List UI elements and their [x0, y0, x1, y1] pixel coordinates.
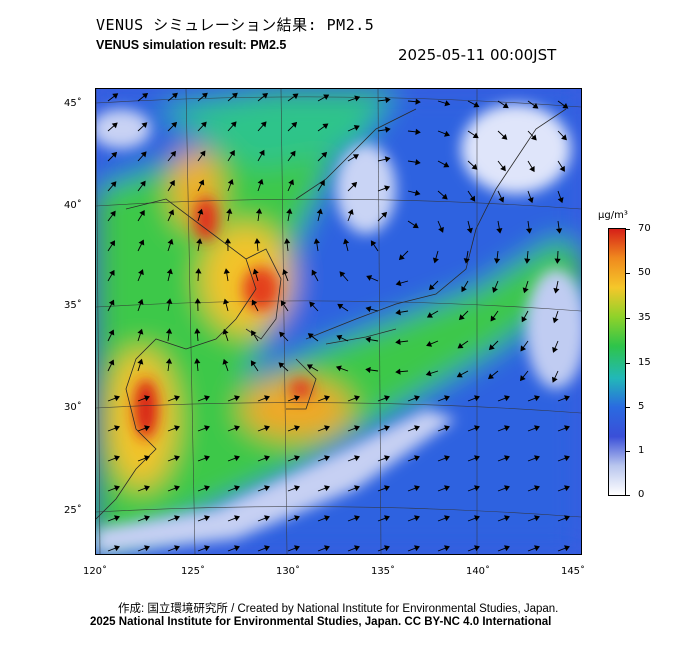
credit-line: 作成: 国立環境研究所 / Created by National Instit… — [118, 603, 559, 615]
colorbar-tick-15: 15 — [638, 357, 651, 368]
colorbar — [608, 228, 626, 496]
wind-vectors — [107, 92, 570, 552]
title-en: VENUS simulation result: PM2.5 — [96, 38, 287, 52]
colorbar-tick-0: 0 — [638, 489, 645, 500]
lat-label-25: 25˚ — [64, 505, 82, 516]
lon-label-125: 125˚ — [180, 566, 206, 577]
lon-label-135: 135˚ — [370, 566, 396, 577]
lat-label-45: 45˚ — [64, 98, 82, 109]
colorbar-tick-1: 1 — [638, 445, 645, 456]
timestamp: 2025-05-11 00:00JST — [398, 46, 557, 64]
lon-label-130: 130˚ — [275, 566, 301, 577]
lon-label-145: 145˚ — [560, 566, 586, 577]
coastlines — [96, 108, 567, 520]
pm25-map — [95, 88, 582, 555]
lon-label-120: 120˚ — [82, 566, 108, 577]
title-jp: VENUS シミュレーション結果: PM2.5 — [96, 16, 375, 34]
colorbar-tick-70: 70 — [638, 223, 651, 234]
colorbar-tick-35: 35 — [638, 312, 651, 323]
colorbar-unit: µg/m³ — [598, 210, 628, 221]
lat-label-30: 30˚ — [64, 402, 82, 413]
colorbar-tick-5: 5 — [638, 401, 645, 412]
graticule — [96, 89, 581, 554]
copyright-line: 2025 National Institute for Environmenta… — [90, 616, 552, 628]
lat-label-40: 40˚ — [64, 200, 82, 211]
colorbar-tick-50: 50 — [638, 267, 651, 278]
lon-label-140: 140˚ — [465, 566, 491, 577]
lat-label-35: 35˚ — [64, 300, 82, 311]
